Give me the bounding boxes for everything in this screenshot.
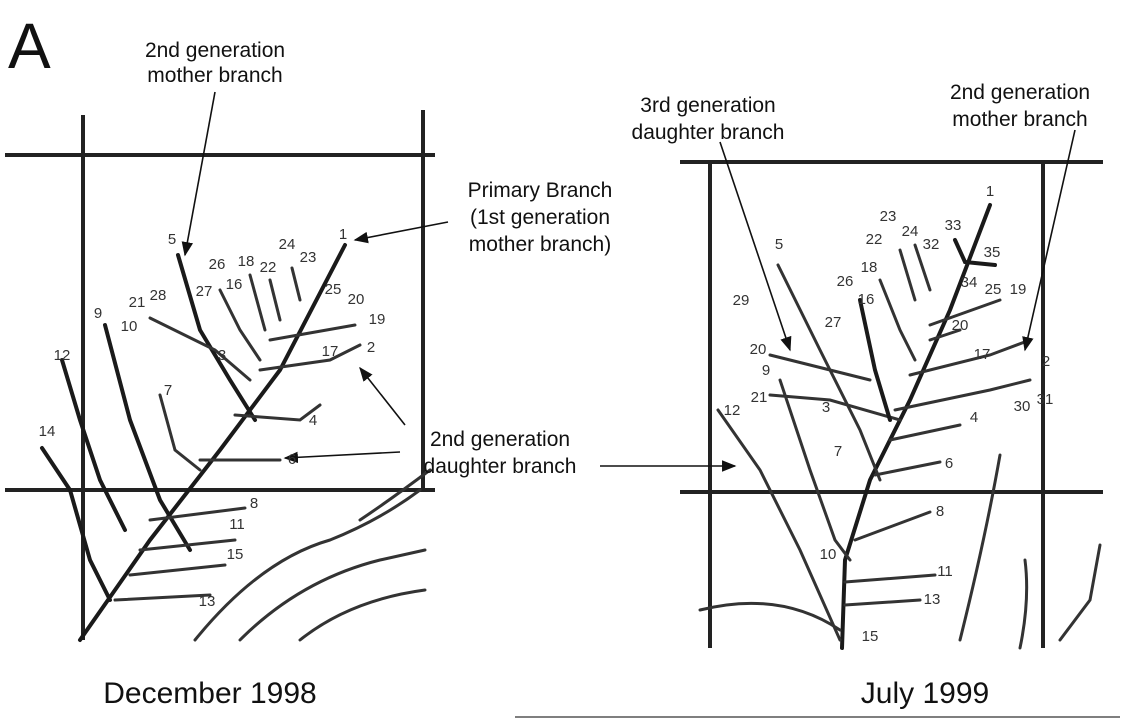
- branch-number: 13: [924, 591, 941, 608]
- branch-number: 24: [902, 223, 919, 240]
- caption: December 1998: [103, 677, 316, 710]
- branch-number: 23: [880, 208, 897, 225]
- figure: A: [0, 0, 1123, 725]
- branch-number: 1: [986, 183, 994, 200]
- branch-number: 22: [866, 231, 883, 248]
- branch-number: 27: [196, 283, 213, 300]
- branch-number: 4: [970, 409, 978, 426]
- branch-number: 5: [775, 236, 783, 253]
- branch-number: 10: [820, 546, 837, 563]
- branch-number: 10: [121, 318, 138, 335]
- branch-number: 19: [1010, 281, 1027, 298]
- caption: July 1999: [861, 677, 989, 710]
- branch-number: 33: [945, 217, 962, 234]
- branch-number: 15: [227, 546, 244, 563]
- branch-number: 7: [834, 443, 842, 460]
- branch-number: 12: [54, 347, 71, 364]
- annotation: mother branch): [469, 233, 611, 256]
- annotation: 2nd generation: [145, 39, 285, 62]
- branch-number: 18: [238, 253, 255, 270]
- branch-number: 23: [300, 249, 317, 266]
- branch-number: 32: [923, 236, 940, 253]
- branch-number: 29: [733, 292, 750, 309]
- branch-number: 25: [985, 281, 1002, 298]
- annotation: (1st generation: [470, 206, 610, 229]
- branch-number: 16: [858, 291, 875, 308]
- annotation: daughter branch: [424, 455, 577, 478]
- branch-number: 9: [94, 305, 102, 322]
- annotation: daughter branch: [632, 121, 785, 144]
- branch-number: 21: [129, 294, 146, 311]
- branch-number: 2: [367, 339, 375, 356]
- branch-number: 7: [164, 382, 172, 399]
- branch-number: 13: [199, 593, 216, 610]
- branch-number: 1: [339, 226, 347, 243]
- branch-number: 9: [762, 362, 770, 379]
- branch-number: 18: [861, 259, 878, 276]
- branch-number: 25: [325, 281, 342, 298]
- branch-number: 6: [945, 455, 953, 472]
- branch-number: 17: [974, 346, 991, 363]
- branch-number: 26: [837, 273, 854, 290]
- annotation: Primary Branch: [468, 179, 613, 202]
- branch-number: 8: [936, 503, 944, 520]
- annotation: 3rd generation: [640, 94, 775, 117]
- branch-number: 35: [984, 244, 1001, 261]
- annotation: mother branch: [952, 108, 1087, 131]
- branch-number: 27: [825, 314, 842, 331]
- branch-number: 2: [1042, 353, 1050, 370]
- branch-number: 19: [369, 311, 386, 328]
- branch-number: 21: [751, 389, 768, 406]
- branch-number: 6: [288, 451, 296, 468]
- annotation: 2nd generation: [950, 81, 1090, 104]
- branch-number: 22: [260, 259, 277, 276]
- branch-number: 14: [39, 423, 56, 440]
- branch-number: 8: [250, 495, 258, 512]
- annotation: mother branch: [147, 64, 282, 87]
- panel-label: A: [8, 10, 51, 82]
- branch-number: 16: [226, 276, 243, 293]
- branch-number: 20: [750, 341, 767, 358]
- branch-number: 30: [1014, 398, 1031, 415]
- branch-number: 5: [168, 231, 176, 248]
- branch-number: 15: [862, 628, 879, 645]
- branch-number: 17: [322, 343, 339, 360]
- branch-number: 26: [209, 256, 226, 273]
- branch-number: 34: [961, 274, 978, 291]
- branch-number: 3: [822, 399, 830, 416]
- branch-number: 11: [937, 563, 953, 580]
- branch-number: 11: [229, 516, 245, 533]
- branch-number: 24: [279, 236, 296, 253]
- branch-number: 31: [1037, 391, 1054, 408]
- branch-number: 20: [348, 291, 365, 308]
- branch-number: 4: [309, 412, 317, 429]
- branch-number: 3: [218, 347, 226, 364]
- branch-number: 20: [952, 317, 969, 334]
- branch-number: 28: [150, 287, 167, 304]
- branch-number: 12: [724, 402, 741, 419]
- annotation: 2nd generation: [430, 428, 570, 451]
